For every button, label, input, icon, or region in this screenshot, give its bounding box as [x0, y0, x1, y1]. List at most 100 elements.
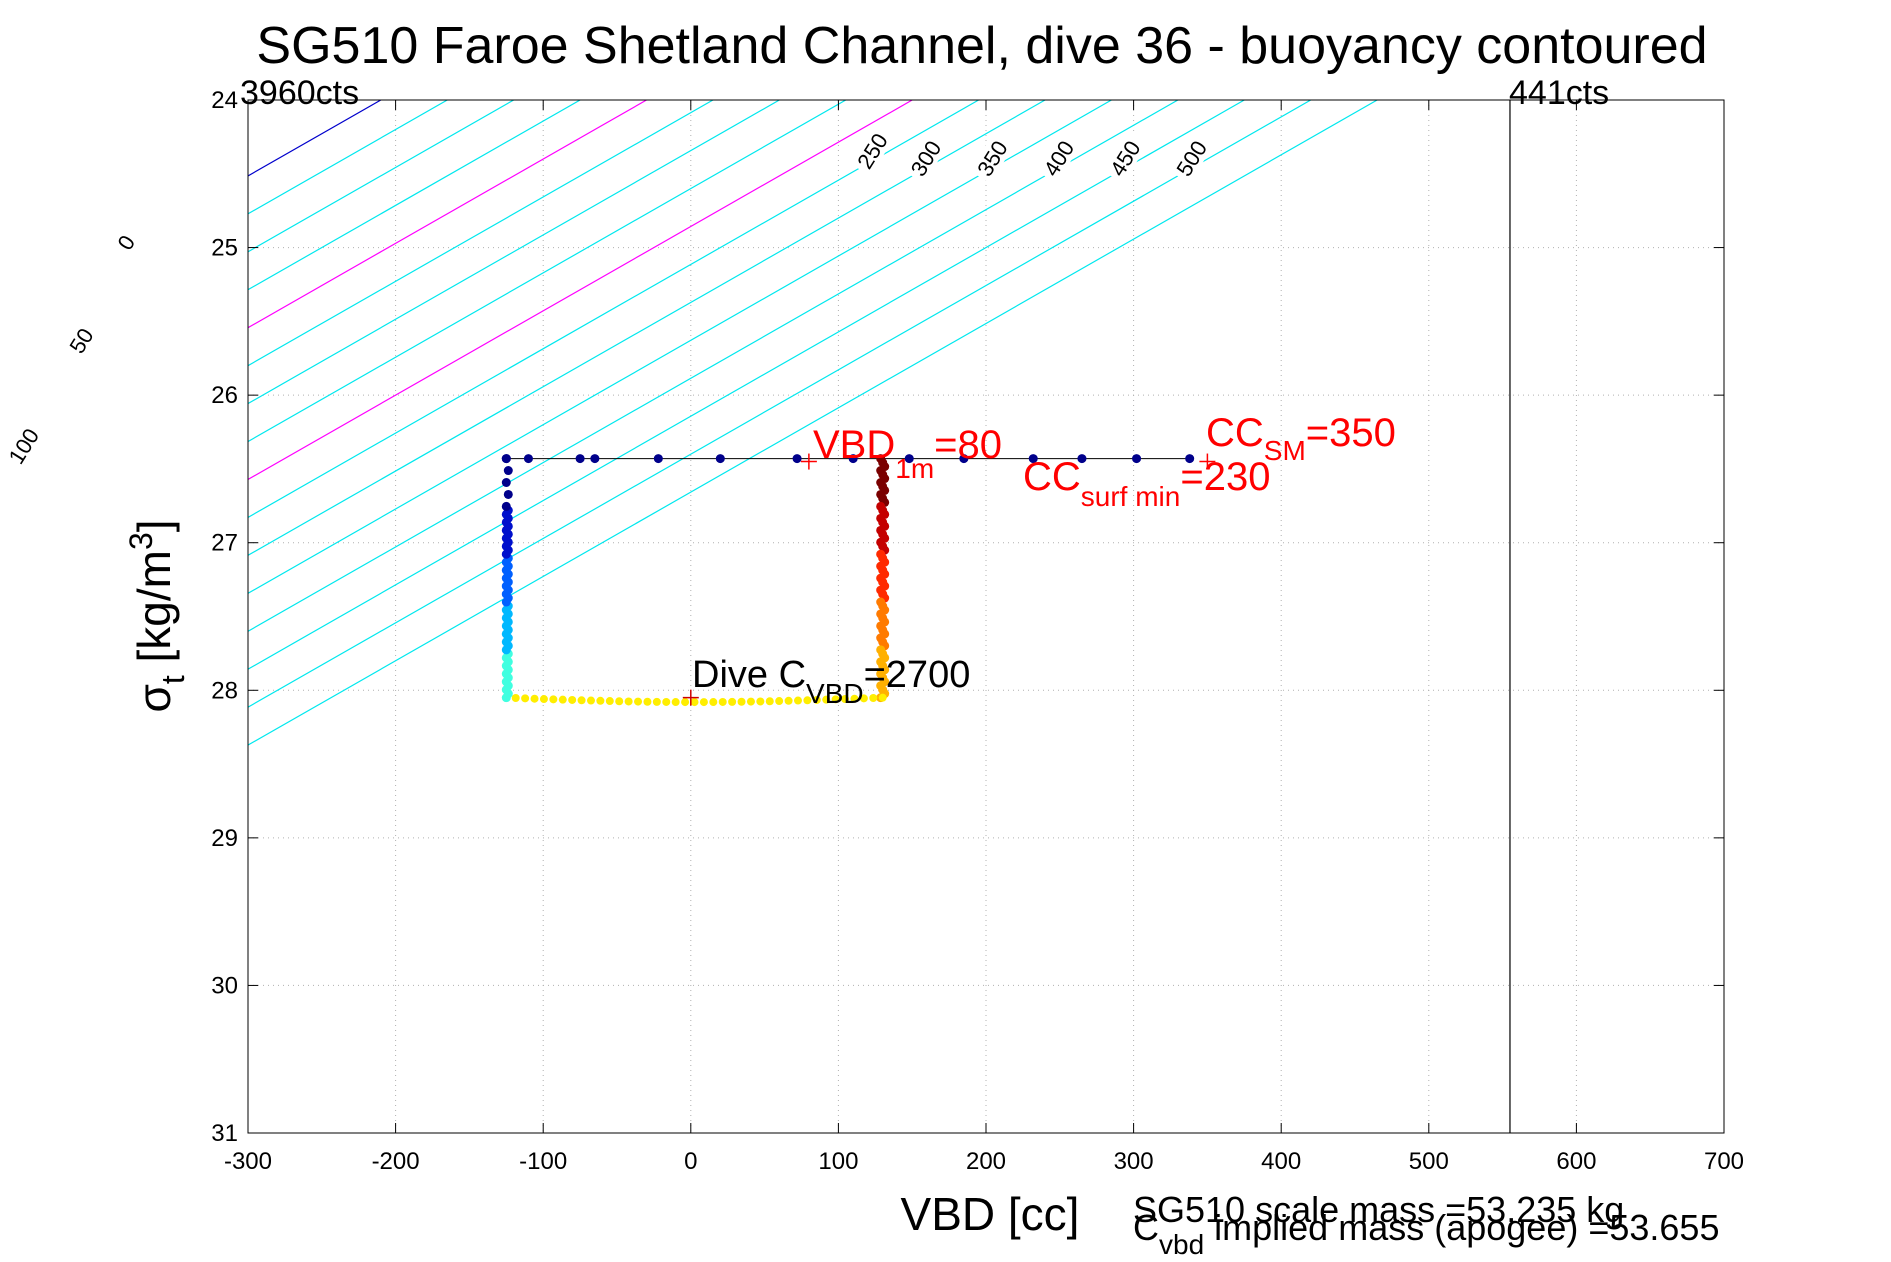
- y-axis-label-sup: 3: [123, 532, 159, 550]
- contour-line: [248, 100, 913, 481]
- bottom-point: [803, 696, 812, 705]
- surface-point: [1185, 454, 1195, 464]
- y-tick-label: 28: [211, 677, 238, 704]
- chart-title: SG510 Faroe Shetland Channel, dive 36 - …: [256, 17, 1707, 75]
- y-tick-label: 26: [211, 382, 238, 409]
- contour-line: [248, 100, 979, 519]
- contour-line: [248, 100, 714, 367]
- contour-label-bg: [1169, 128, 1217, 184]
- contour-line: [248, 100, 780, 405]
- surface-point: [653, 454, 663, 464]
- annotation-cc-sm-sub: SM: [1264, 435, 1306, 466]
- plot-frame: [247, 99, 1725, 1134]
- y-tick-label: 27: [211, 530, 238, 557]
- contour-label-bg: [1, 416, 49, 472]
- y-axis-label-end: ]: [128, 519, 180, 532]
- y-tick-label: 30: [211, 972, 238, 999]
- annotation-cc-surf-min-sub: surf min: [1081, 481, 1181, 512]
- contour-label-group: 50: [62, 317, 102, 361]
- x-tick-label: 0: [684, 1148, 697, 1175]
- bottom-point: [586, 696, 595, 705]
- surface-point: [792, 454, 802, 464]
- plot-area: [248, 100, 1724, 1133]
- surface-point: [959, 454, 969, 464]
- contour-label-bg: [903, 128, 951, 184]
- bottom-point: [511, 694, 520, 703]
- x-tick-label: 100: [818, 1148, 858, 1175]
- bottom-point: [690, 698, 699, 707]
- annotation-dive-c-vbd: Dive CVBD=2700: [692, 654, 970, 709]
- bottom-point: [662, 697, 671, 706]
- corner-left-label: 3960cts: [240, 74, 359, 112]
- bottom-point: [671, 698, 680, 707]
- bottom-point: [568, 695, 577, 704]
- annotation-cc-sm-value: =350: [1306, 411, 1396, 455]
- annotation-cc-sm: CCSM=350: [1206, 411, 1396, 466]
- bottom-point: [822, 695, 831, 704]
- bottom-point: [793, 696, 802, 705]
- bottom-point: [681, 698, 690, 707]
- contour-line: [248, 100, 647, 329]
- bottom-point: [605, 697, 614, 706]
- bottom-point: [624, 697, 633, 706]
- bottom-point: [737, 697, 746, 706]
- surface-point: [848, 454, 858, 464]
- bottom-point: [859, 694, 868, 703]
- annotation-vbd-1m-sub: 1m: [895, 453, 934, 484]
- bottom-point: [746, 697, 755, 706]
- x-tick-label: 200: [966, 1148, 1006, 1175]
- contour-line: [248, 100, 1046, 557]
- axis-ticks: -300 -200 -100 0 100 200 300 400 500 600 700 24 25 26…: [211, 87, 1744, 1175]
- bottom-point: [850, 694, 859, 703]
- contour-line: [248, 100, 847, 443]
- bottom-point: [699, 698, 708, 707]
- bottom-point: [869, 694, 878, 703]
- y-tick-label: 25: [211, 235, 238, 262]
- y-axis-label-main: σ: [128, 684, 180, 712]
- annotation-cc-sm-main: CC: [1206, 411, 1264, 455]
- contour-label-group: 0: [110, 225, 143, 258]
- bottom-point: [765, 697, 774, 706]
- contour-label-group: 100: [1, 416, 49, 472]
- ascent-point: [503, 466, 513, 476]
- x-tick-label: 400: [1261, 1148, 1301, 1175]
- bottom-point: [728, 697, 737, 706]
- ascent-point: [501, 501, 511, 511]
- ascent-point: [501, 478, 511, 488]
- x-axis-label: VBD [cc]: [901, 1188, 1080, 1240]
- bottom-point: [577, 696, 586, 705]
- y-axis-label-rest: [kg/m: [128, 550, 180, 675]
- footer-implied-mass: Cvbd implied mass (apogee) =53.655: [1133, 1207, 1719, 1260]
- annotation-dive-c-vbd-main: Dive C: [692, 654, 806, 696]
- contour-line: [248, 100, 1378, 746]
- contour-line: [248, 100, 1179, 632]
- bottom-point: [812, 695, 821, 704]
- bottom-point: [878, 693, 887, 702]
- ascent-point: [501, 454, 511, 464]
- annotation-vbd-1m-main: VBD: [813, 423, 895, 467]
- bottom-point: [549, 695, 558, 704]
- buoyancy-contours: [248, 100, 1378, 746]
- surface-point: [575, 454, 585, 464]
- surface-point: [1077, 454, 1087, 464]
- surface-point: [590, 454, 600, 464]
- surface-point: [904, 454, 914, 464]
- annotation-cc-surf-min: CCsurf min=230: [1023, 455, 1270, 512]
- annotation-cc-surf-min-main: CC: [1023, 455, 1081, 499]
- bottom-point: [643, 697, 652, 706]
- bottom-point: [831, 695, 840, 704]
- surface-point: [1132, 454, 1142, 464]
- footer-implied-sub: vbd: [1159, 1229, 1204, 1260]
- contour-label-bg: [850, 121, 897, 177]
- y-axis-label-sub: t: [155, 675, 191, 684]
- contour-line: [248, 100, 1245, 670]
- dive-profile: [501, 453, 1216, 707]
- bottom-point: [756, 697, 765, 706]
- annotation-cc-surf-min-value: =230: [1180, 455, 1270, 499]
- corner-right-label: 441cts: [1509, 74, 1609, 112]
- bottom-point: [596, 696, 605, 705]
- bottom-point: [841, 695, 850, 704]
- contour-label-bg: [1036, 128, 1084, 184]
- x-tick-label: -200: [372, 1148, 420, 1175]
